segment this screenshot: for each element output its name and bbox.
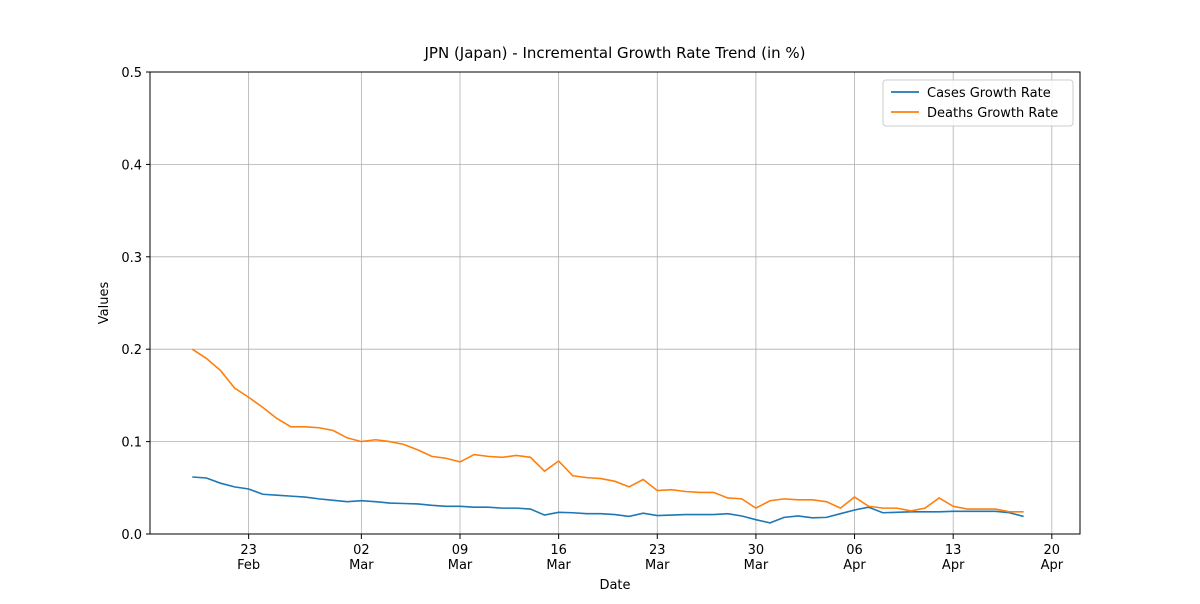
x-tick-label: 30 Mar — [744, 543, 769, 573]
y-tick-label: 0.3 — [121, 251, 142, 266]
x-tick-label: 09 Mar — [448, 543, 473, 573]
plot-frame — [149, 71, 1081, 535]
y-tick-label: 0.1 — [121, 436, 142, 451]
series-line — [191, 348, 1024, 513]
chart-title: JPN (Japan) - Incremental Growth Rate Tr… — [424, 44, 806, 62]
y-tick-label: 0.0 — [121, 528, 142, 543]
x-tick-label: 23 Feb — [237, 543, 260, 573]
x-tick-label: 23 Mar — [645, 543, 670, 573]
legend-label: Deaths Growth Rate — [927, 106, 1058, 121]
y-tick-label: 0.5 — [121, 66, 142, 81]
x-tick-label: 02 Mar — [349, 543, 374, 573]
series-line — [192, 476, 1024, 524]
legend-box — [882, 79, 1074, 127]
y-tick-label: 0.4 — [121, 158, 142, 173]
x-tick-label: 16 Mar — [546, 543, 571, 573]
y-axis-label: Values — [97, 282, 112, 325]
y-tick-label: 0.2 — [121, 343, 142, 358]
x-tick-label: 13 Apr — [942, 543, 965, 573]
x-axis-label: Date — [599, 578, 630, 593]
x-tick-label: 20 Apr — [1041, 543, 1064, 573]
x-tick-label: 06 Apr — [843, 543, 866, 573]
legend-label: Cases Growth Rate — [927, 86, 1051, 101]
